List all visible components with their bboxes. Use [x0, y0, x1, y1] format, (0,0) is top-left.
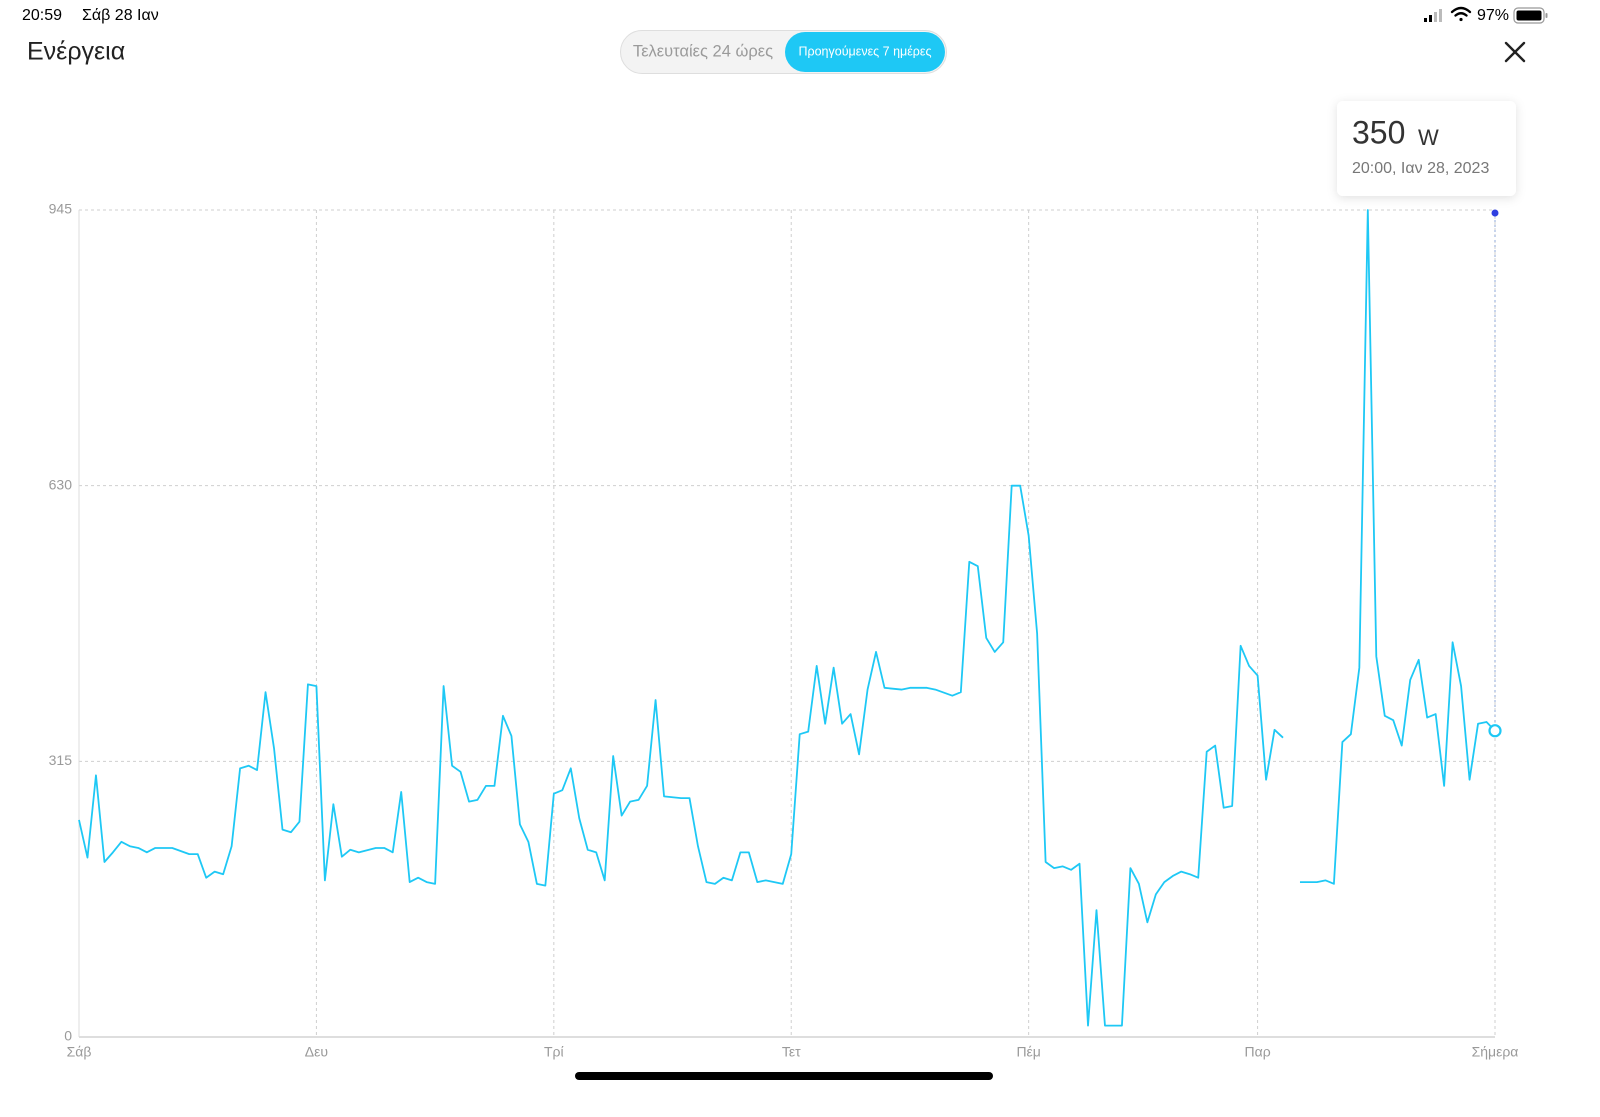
y-tick-label: 945: [49, 201, 73, 217]
selected-point: [1488, 724, 1502, 738]
x-tick-label: Τρί: [544, 1044, 564, 1060]
tooltip-box: [1337, 101, 1516, 196]
tooltip-value: 350: [1352, 114, 1405, 150]
line-layer: [78, 209, 1502, 1027]
tooltip-timestamp: 20:00, Ιαν 28, 2023: [1352, 160, 1489, 177]
x-tick-label: Σήμερα: [1472, 1044, 1519, 1060]
guide-dot: [1491, 209, 1499, 217]
wifi-icon: [1450, 6, 1472, 22]
x-tick-label: Δευ: [305, 1044, 328, 1060]
x-tick-label: Τετ: [782, 1044, 801, 1060]
x-tick-label: Σάβ: [67, 1044, 92, 1060]
status-time: 20:59: [22, 7, 62, 24]
tab-24h[interactable]: Τελευταίες 24 ώρες: [633, 42, 773, 60]
y-tick-label: 0: [64, 1028, 72, 1044]
tab-7d[interactable]: Προηγούμενες 7 ημέρες: [798, 44, 931, 58]
battery-icon: [1513, 7, 1548, 24]
x-tick-label: Πέμ: [1016, 1044, 1040, 1060]
tab-selected-bg[interactable]: [785, 32, 945, 72]
x-tick-label: Παρ: [1245, 1044, 1271, 1060]
home-indicator: [575, 1072, 993, 1080]
status-date: Σάβ 28 Ιαν: [82, 7, 159, 24]
label-layer: 0 315 630 945 Σάβ Δευ Τρί Τετ Πέμ Παρ Σήμερα: [49, 201, 1519, 1060]
close-button[interactable]: [1504, 41, 1526, 63]
data-line: [78, 209, 1496, 1027]
tooltip-unit: W: [1418, 125, 1439, 150]
y-tick-label: 315: [49, 752, 73, 768]
page-title: Ενέργεια: [27, 38, 125, 66]
battery-percent: 97%: [1477, 7, 1509, 24]
signal-icon: [1424, 9, 1442, 22]
y-tick-label: 630: [49, 476, 73, 492]
grid-layer: [78, 209, 1496, 1038]
